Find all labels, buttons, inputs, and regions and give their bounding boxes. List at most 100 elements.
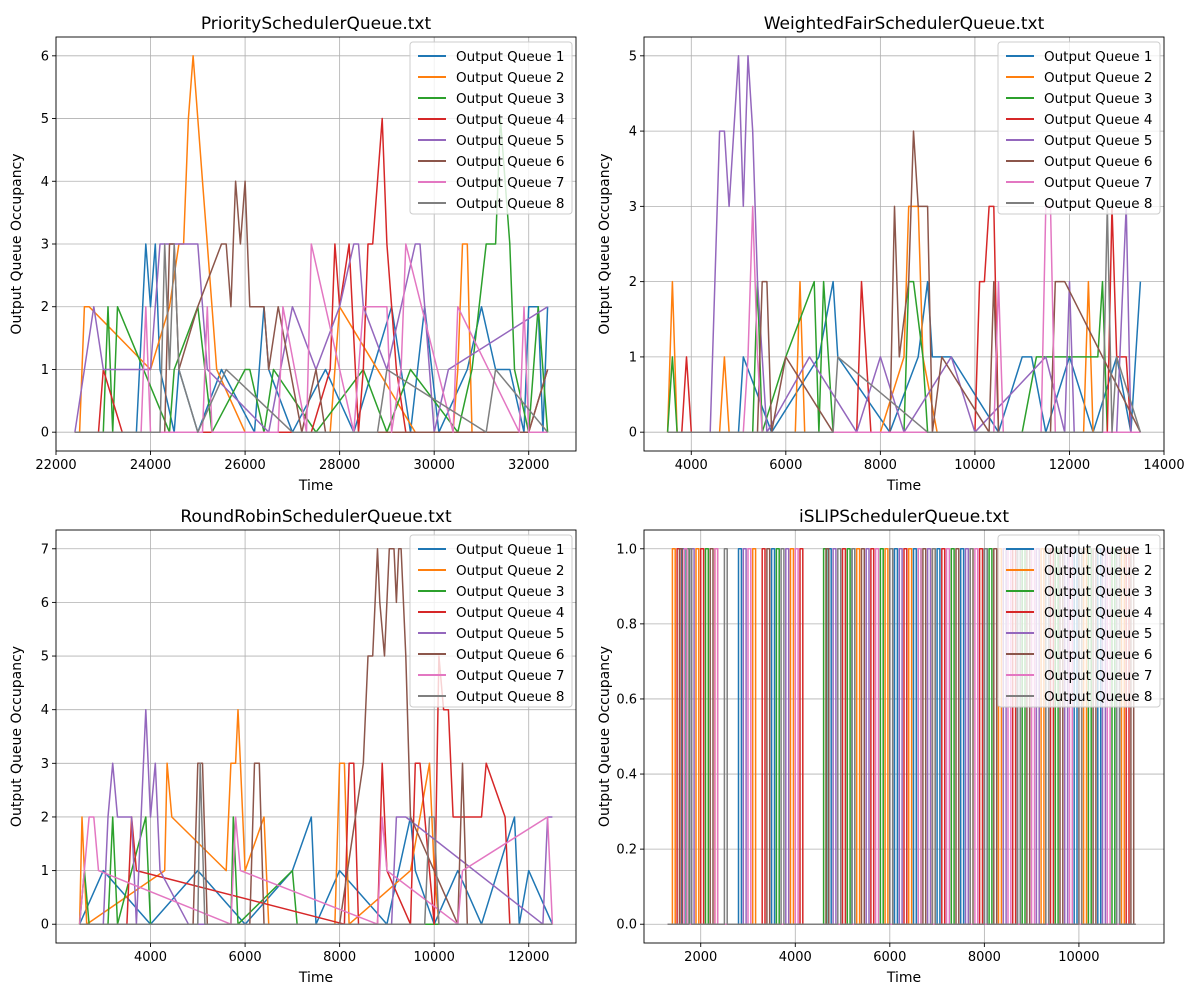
y-tick-label: 0.2 <box>616 843 637 858</box>
series-line-4 <box>79 655 553 925</box>
legend-label: Output Queue 1 <box>456 542 564 558</box>
y-tick-label: 2 <box>41 300 49 315</box>
legend-label: Output Queue 7 <box>456 668 564 684</box>
legend-label: Output Queue 1 <box>1044 542 1152 558</box>
y-tick-label: 0.8 <box>616 617 637 632</box>
x-tick-label: 8000 <box>968 950 1001 965</box>
x-axis-label: Time <box>886 970 921 986</box>
x-tick-label: 4000 <box>134 950 167 965</box>
y-tick-label: 1 <box>629 350 637 365</box>
y-tick-label: 7 <box>41 542 49 557</box>
x-axis-label: Time <box>298 970 333 986</box>
legend-label: Output Queue 3 <box>1044 584 1152 600</box>
y-tick-label: 2 <box>629 275 637 290</box>
legend: Output Queue 1 Output Queue 2 Output Queue… <box>409 534 573 708</box>
axes-frame <box>643 529 1165 944</box>
series-line-2 <box>78 708 553 925</box>
legend-label: Output Queue 2 <box>1044 563 1152 579</box>
chart-title: iSLIPSchedulerQueue.txt <box>799 507 1009 527</box>
x-tick-label: 6000 <box>873 950 906 965</box>
chart-title: PrioritySchedulerQueue.txt <box>201 14 432 34</box>
axes-frame <box>55 529 577 944</box>
series-line-8 <box>667 205 1142 433</box>
legend-label: Output Queue 8 <box>1044 196 1152 212</box>
x-tick-label: 14000 <box>1143 458 1184 473</box>
legend-label: Output Queue 3 <box>456 584 564 600</box>
y-tick-label: 0.6 <box>616 692 637 707</box>
legend-label: Output Queue 5 <box>456 626 564 642</box>
x-tick-label: 10000 <box>954 458 995 473</box>
y-tick-label: 1.0 <box>616 542 637 557</box>
series-line-5 <box>667 55 1141 433</box>
y-tick-label: 4 <box>41 703 49 718</box>
y-tick-label: 0 <box>629 426 637 441</box>
legend-label: Output Queue 1 <box>1044 49 1152 65</box>
series-group <box>666 55 1142 433</box>
y-tick-label: 4 <box>629 125 637 140</box>
series-line-1 <box>667 280 1142 433</box>
y-tick-label: 0 <box>41 918 49 933</box>
series-line-7 <box>74 243 548 433</box>
chart-panel-1: 22000 24000 26000 28000 30000 32000 0 1 2 3 4 5 6 Pri… <box>9 14 577 494</box>
series-line-2 <box>74 55 548 433</box>
legend-box <box>409 534 573 708</box>
legend-label: Output Queue 1 <box>456 49 564 65</box>
legend-box <box>997 41 1161 215</box>
chart-panel-3: 4000 6000 8000 10000 12000 0 1 2 3 4 5 6 7 RoundRobin… <box>9 507 577 986</box>
x-tick-label: 10000 <box>1058 950 1099 965</box>
y-tick-label: 5 <box>41 650 49 665</box>
x-tick-label: 28000 <box>319 458 360 473</box>
y-tick-label: 3 <box>629 200 637 215</box>
chart-title: WeightedFairSchedulerQueue.txt <box>764 14 1045 34</box>
chart-title: RoundRobinSchedulerQueue.txt <box>180 507 452 527</box>
y-axis-label: Output Queue Occupancy <box>597 646 613 827</box>
x-tick-label: 26000 <box>224 458 265 473</box>
legend-label: Output Queue 5 <box>1044 133 1152 149</box>
legend-label: Output Queue 8 <box>456 689 564 705</box>
legend-label: Output Queue 4 <box>456 112 564 128</box>
legend-label: Output Queue 8 <box>456 196 564 212</box>
y-tick-label: 0.4 <box>616 768 637 783</box>
y-tick-label: 0 <box>41 426 49 441</box>
legend: Output Queue 1 Output Queue 2 Output Queue… <box>409 41 573 215</box>
x-tick-label: 10000 <box>414 950 455 965</box>
x-tick-label: 4000 <box>779 950 812 965</box>
y-axis-label: Output Queue Occupancy <box>597 153 613 334</box>
legend-label: Output Queue 2 <box>456 563 564 579</box>
legend-label: Output Queue 4 <box>456 605 564 621</box>
x-tick-label: 12000 <box>508 950 549 965</box>
legend-label: Output Queue 8 <box>1044 689 1152 705</box>
legend-label: Output Queue 6 <box>456 647 564 663</box>
legend: Output Queue 1 Output Queue 2 Output Queue… <box>997 534 1161 708</box>
chart-panel-2: 4000 6000 8000 10000 12000 14000 0 1 2 3 4 5 Weighte… <box>597 14 1185 494</box>
legend-label: Output Queue 3 <box>456 91 564 107</box>
axes-frame <box>643 36 1165 452</box>
x-tick-label: 32000 <box>508 458 549 473</box>
legend-box <box>997 534 1161 708</box>
legend-label: Output Queue 3 <box>1044 91 1152 107</box>
y-tick-label: 3 <box>41 238 49 253</box>
x-tick-label: 2000 <box>684 950 717 965</box>
x-tick-label: 8000 <box>864 458 897 473</box>
legend-label: Output Queue 7 <box>456 175 564 191</box>
x-axis-label: Time <box>298 478 333 494</box>
x-tick-label: 24000 <box>130 458 171 473</box>
y-tick-label: 4 <box>41 175 49 190</box>
series-line-8 <box>667 548 1136 925</box>
x-tick-label: 8000 <box>323 950 356 965</box>
series-line-5 <box>74 243 549 433</box>
y-tick-label: 0.0 <box>616 918 637 933</box>
y-tick-label: 2 <box>41 810 49 825</box>
legend-label: Output Queue 4 <box>1044 112 1152 128</box>
x-tick-label: 6000 <box>769 458 802 473</box>
legend-label: Output Queue 5 <box>456 133 564 149</box>
y-tick-label: 1 <box>41 363 49 378</box>
series-group <box>74 55 549 433</box>
series-line-8 <box>79 762 553 925</box>
y-axis-label: Output Queue Occupancy <box>9 153 25 334</box>
legend-box <box>409 41 573 215</box>
legend-label: Output Queue 7 <box>1044 668 1152 684</box>
y-tick-label: 1 <box>41 864 49 879</box>
legend: Output Queue 1 Output Queue 2 Output Queue… <box>997 41 1161 215</box>
x-axis-label: Time <box>886 478 921 494</box>
